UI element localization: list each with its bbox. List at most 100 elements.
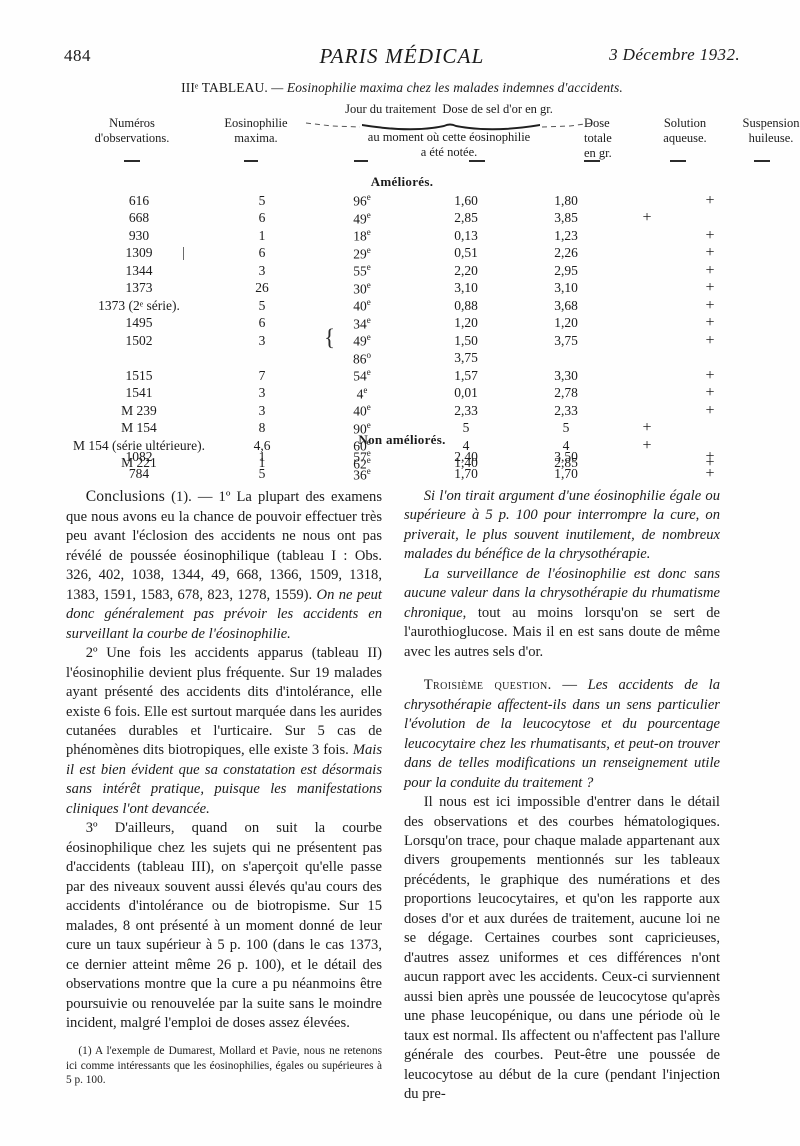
paragraph-conclusions: Conclusions (1). — 1º La plupart des exa… [66, 487, 382, 644]
cell-solution-aqueuse [614, 367, 680, 385]
paragraph-italic: On ne peut donc généralement pas prévoir… [66, 586, 382, 642]
cell-jour-traitement: 55e [353, 262, 371, 279]
cell-observation-number: 668 [128, 210, 150, 226]
cell-dose-totale: 1,80 [554, 192, 578, 208]
cell-observation-number: 1541 [125, 385, 153, 401]
table-title: Eosinophilie maxima chez les malades ind… [286, 80, 623, 95]
plus-mark: + [705, 226, 715, 244]
table-row: M 239 3 40e 2,33 2,33 + [64, 402, 740, 420]
paragraph-text: , tout au moins lorsqu'on se sert de l'a… [404, 604, 720, 660]
table-row: 1344 3 55e 2,20 2,95 + [64, 262, 740, 280]
cell-solution-aqueuse [614, 280, 680, 298]
column-header-suspension-huileuse: Suspension huileuse. [724, 116, 800, 146]
cell-observation-number: 930 [128, 227, 150, 243]
cell-observation-number: 1373 (2ᵉ série). [98, 297, 180, 313]
table-row: M 221 1 62e 1,40 2,85 + [64, 455, 740, 473]
cell-solution-aqueuse [614, 262, 680, 280]
cell-observation-number: M 154 [121, 420, 157, 436]
table-body-non-ameliores: 1082 1 57e 2,40 3,50 +784 5 36e 1,70 1,70 + [64, 448, 740, 483]
cell-solution-aqueuse [614, 227, 680, 245]
cell-dose-totale: 2,85 [554, 455, 578, 471]
plus-mark: + [705, 366, 715, 384]
cell-eosinophilie-maxima: 5 [258, 466, 266, 482]
paragraph-troisieme-question: Troisième question. — Les accidents de l… [404, 676, 720, 793]
cell-solution-aqueuse [614, 245, 680, 263]
cell-suspension-huileuse: + [680, 448, 740, 466]
cell-observation-number: 1309 | [125, 244, 186, 261]
cell-dose-moment: 0,13 [454, 227, 478, 243]
cell-jour-traitement: 18e [353, 227, 371, 244]
cell-suspension-huileuse [680, 350, 740, 368]
cell-observation-number: M 239 [121, 402, 157, 418]
cell-jour-traitement: 60e [353, 437, 371, 454]
paragraph-surveillance: La surveillance de l'éosinophilie est do… [404, 565, 720, 662]
table-group-label-non-ameliores: Non améliorés. [358, 432, 446, 447]
cell-dose-totale [518, 350, 614, 368]
cell-jour-traitement: 96e [353, 192, 371, 209]
cell-suspension-huileuse: + [680, 455, 740, 473]
cell-eosinophilie-maxima: 7 [258, 367, 266, 383]
cell-dose-moment: 2,20 [454, 262, 478, 278]
ordinal-suffix: e [363, 384, 368, 395]
cell-solution-aqueuse [614, 448, 680, 466]
footnote: (1) A l'exemple de Dumarest, Mollard et … [66, 1044, 382, 1088]
cell-suspension-huileuse: + [680, 315, 740, 333]
column-header-jour-dose: Jour du traitement Dose de sel d'or en g… [304, 102, 594, 117]
ordinal-suffix: e [366, 454, 371, 465]
table-row-continuation: 86o 3,75 [64, 350, 740, 368]
cell-dose-moment: 5 [462, 420, 470, 436]
cell-jour-traitement: 40e [353, 402, 371, 419]
cell-suspension-huileuse: + [680, 297, 740, 315]
cell-dose-totale: 3,30 [554, 367, 578, 383]
cell-eosinophilie-maxima: 1 [258, 455, 266, 471]
cell-dose-totale: 3,68 [554, 297, 578, 313]
header-jour-traitement: Jour du traitement [345, 102, 437, 116]
cell-jour-traitement: 4e [356, 384, 368, 402]
cell-eosinophilie-maxima: 5 [258, 192, 266, 208]
cell-dose-moment: 2,40 [454, 448, 478, 464]
header-line: a été notée. [420, 145, 478, 160]
paragraph-point-2: 2º Une fois les accidents apparus (table… [66, 644, 382, 819]
cell-dose-moment: 1,40 [454, 455, 478, 471]
column-header-subtitle: au moment où cette éosinophilie a été no… [304, 130, 594, 161]
cell-eosinophilie-maxima: 6 [258, 210, 266, 226]
ordinal-suffix: e [366, 262, 371, 272]
question-heading: Troisième question. [423, 677, 552, 694]
column-header-solution-aqueuse: Solution aqueuse. [640, 116, 730, 146]
cell-observation-number: M 154 (série ultérieure). [73, 437, 205, 453]
cell-suspension-huileuse: + [680, 385, 740, 403]
cell-suspension-huileuse: + [680, 227, 740, 245]
table-row: 1502 3 49e{1,50 3,75 + [64, 326, 740, 350]
header-rule [469, 160, 485, 162]
cell-eosinophilie-maxima: 1 [258, 448, 266, 464]
cell-dose-totale: 5 [562, 420, 570, 436]
cell-observation-number [64, 350, 214, 368]
column-header-eosinophilie: Eosinophilie maxima. [204, 116, 308, 146]
cell-dose-totale: 3,10 [554, 280, 578, 296]
plus-mark: + [705, 465, 715, 483]
ordinal-suffix: e [366, 437, 371, 447]
cell-jour-traitement: 90e [353, 419, 371, 437]
cell-suspension-huileuse [680, 210, 740, 228]
header-rule [754, 160, 770, 162]
cell-dose-totale: 2,95 [554, 262, 578, 278]
cell-eosinophilie-maxima: 6 [258, 315, 266, 331]
cell-suspension-huileuse: + [680, 245, 740, 263]
cell-jour-traitement: 34e [353, 314, 371, 332]
cell-dose-moment: 1,50 [454, 332, 478, 348]
table-header: Numéros d'observations. Eosinophilie max… [64, 102, 799, 170]
cell-suspension-huileuse: + [680, 367, 740, 385]
cell-dose-totale: 3,85 [554, 210, 578, 226]
cell-solution-aqueuse [614, 297, 680, 315]
cell-solution-aqueuse [614, 332, 680, 350]
conclusions-heading: Conclusions [85, 488, 166, 505]
cell-eosinophilie-maxima [214, 350, 310, 368]
cell-jour-traitement: 49e [353, 209, 371, 227]
header-line: Suspension [742, 116, 800, 130]
cell-dose-moment: 0,88 [454, 297, 478, 313]
cell-suspension-huileuse: + [680, 466, 740, 484]
table-row: 1541 3 4e 0,01 2,78 + [64, 385, 740, 403]
cell-eosinophilie-maxima: 3 [258, 402, 266, 418]
cell-jour-traitement: 54e [353, 367, 371, 384]
cell-eosinophilie-maxima: 5 [258, 297, 266, 313]
